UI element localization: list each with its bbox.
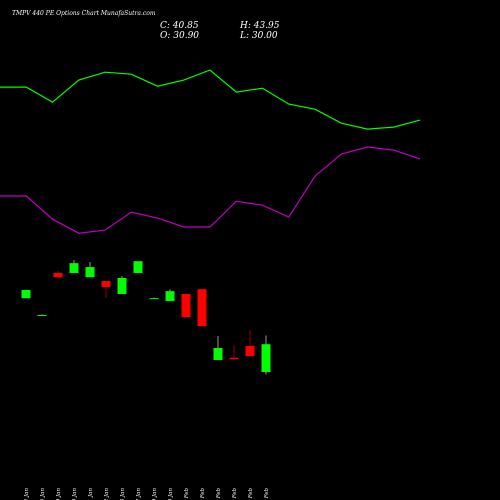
candle-body [197,289,207,327]
candle-body [165,291,175,301]
candle-body [261,344,271,373]
candle-body [245,346,255,357]
candle-body [149,298,159,300]
candle-body [37,314,47,316]
candle-body [53,272,63,278]
x-tick-label: 22 Jan [104,488,110,500]
chart-title: TMPV 440 PE Options Chart MunafaSutra.co… [12,10,156,17]
x-tick-label: 05 Feb [248,488,254,500]
x-tick-label: 21 Jan [88,488,94,500]
x-tick-label: 01 Feb [184,488,190,500]
x-tick-label: 30 Jan [168,488,174,500]
info-close: C: 40.85 [160,21,199,31]
candle-body [101,281,111,287]
x-tick-label: 20 Jan [72,488,78,500]
x-tick-label: 02 Feb [200,488,206,500]
indicator-line [0,146,421,234]
candle-body [213,347,223,361]
x-tick-label: 27 Jan [136,488,142,500]
candle-body [181,293,191,318]
candle-body [117,277,127,294]
x-tick-label: 06 Feb [264,488,270,500]
x-tick-label: 03 Feb [216,488,222,500]
candle-body [229,357,239,360]
candle-body [133,261,143,273]
info-low: L: 30.00 [239,31,278,41]
candle-body [85,267,95,278]
indicator-line [0,69,421,130]
candle-body [21,290,31,299]
info-high: H: 43.95 [239,21,280,31]
x-tick-label: 14 Jan [24,488,30,500]
x-tick-label: 23 Jan [120,488,126,500]
x-tick-label: 04 Feb [232,488,238,500]
candle-body [69,263,79,273]
x-tick-label: 16 Jan [40,488,46,500]
x-tick-label: 29 Jan [152,488,158,500]
x-tick-label: 19 Jan [56,488,62,500]
info-open: O: 30.90 [160,31,199,41]
